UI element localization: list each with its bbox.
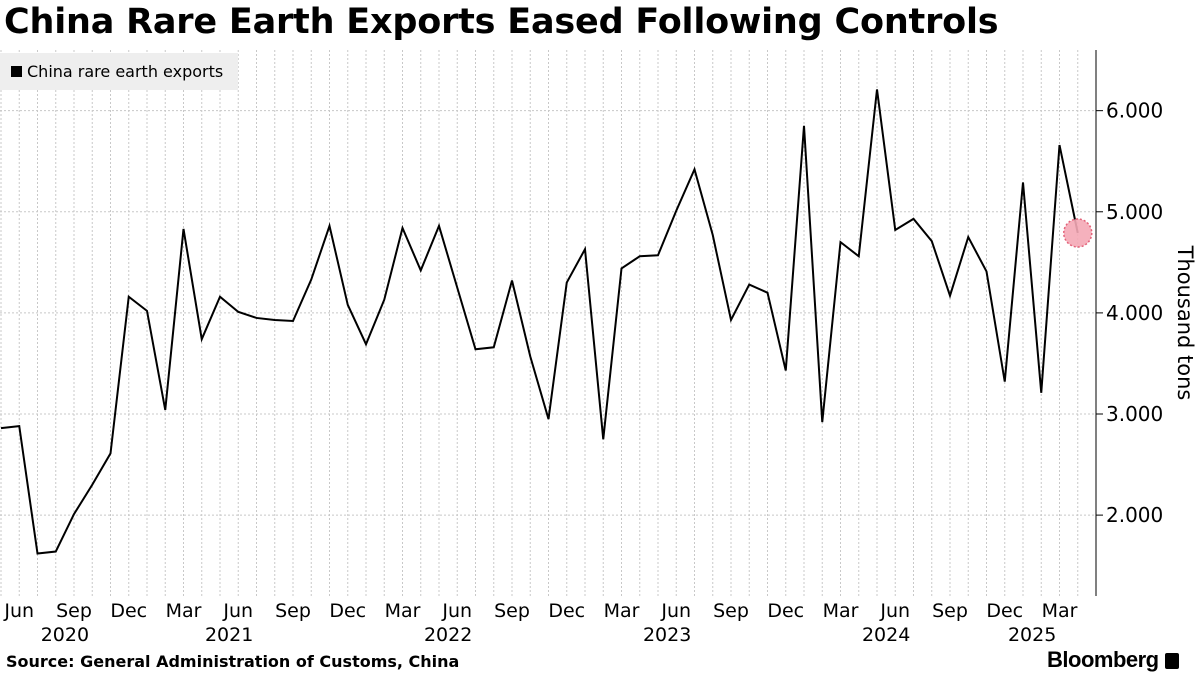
x-tick-label: Dec [329,600,366,622]
x-year-label: 2024 [862,624,910,646]
x-tick-label: Sep [713,600,749,622]
x-tick-label: Jun [441,600,472,622]
x-tick-label: Sep [494,600,530,622]
x-tick-label: Mar [604,600,640,622]
x-year-label: 2021 [205,624,253,646]
x-tick-label: Jun [3,600,34,622]
x-tick-label: Dec [767,600,804,622]
y-tick-label: 5.000 [1106,200,1163,224]
x-tick-label: Mar [823,600,859,622]
x-tick-label: Sep [56,600,92,622]
legend-background [0,53,238,90]
x-tick-label: Jun [222,600,253,622]
y-tick-label: 6.000 [1106,99,1163,123]
x-tick-label: Sep [275,600,311,622]
legend: China rare earth exports [0,53,238,90]
x-tick-label: Dec [986,600,1023,622]
x-tick-label: Mar [385,600,421,622]
x-axis: Jun Sep Dec Mar Jun Sep Dec Mar Jun Sep Dec Mar Jun S… [3,600,1077,646]
legend-swatch [11,66,22,77]
brand-logo: Bloomberg [1047,647,1179,673]
x-tick-label: Jun [660,600,691,622]
y-tick-label: 2.000 [1106,503,1163,527]
legend-label: China rare earth exports [27,62,223,81]
y-tick-label: 3.000 [1106,402,1163,426]
x-tick-label: Dec [548,600,585,622]
source-note: Source: General Administration of Custom… [6,652,460,671]
brand-name: Bloomberg [1047,647,1159,672]
grid-lines [0,50,1097,596]
y-axis: 2.000 3.000 4.000 5.000 6.000 [1095,50,1163,596]
highlight-marker [1063,218,1093,248]
x-tick-label: Mar [1042,600,1078,622]
series-line [0,89,1079,555]
brand-badge-icon [1164,653,1179,669]
x-tick-label: Sep [932,600,968,622]
x-year-label: 2020 [41,624,89,646]
x-year-label: 2025 [1008,624,1056,646]
x-tick-label: Dec [110,600,147,622]
page-title: China Rare Earth Exports Eased Following… [4,2,999,42]
x-tick-label: Mar [166,600,202,622]
x-tick-label: Jun [879,600,910,622]
y-tick-label: 4.000 [1106,301,1163,325]
x-year-label: 2022 [424,624,472,646]
x-year-label: 2023 [643,624,691,646]
y-axis-label: Thousand tons [1173,245,1197,401]
series-layer [0,89,1093,555]
